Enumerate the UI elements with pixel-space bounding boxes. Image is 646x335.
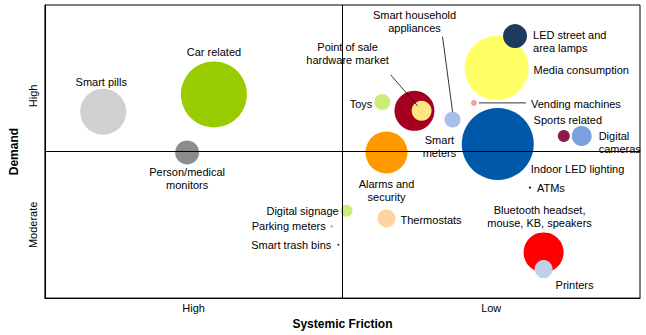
svg-text:Smart: Smart — [425, 134, 454, 146]
svg-text:Bluetooth headset,: Bluetooth headset, — [494, 204, 586, 216]
svg-text:Digital: Digital — [599, 130, 630, 142]
svg-text:Alarms and: Alarms and — [359, 178, 415, 190]
svg-text:Media consumption: Media consumption — [534, 64, 629, 76]
svg-text:LED street and: LED street and — [533, 29, 606, 41]
svg-text:Smart household: Smart household — [373, 9, 456, 21]
svg-text:Toys: Toys — [350, 98, 373, 110]
svg-text:Sports related: Sports related — [534, 114, 602, 126]
svg-text:Vending machines: Vending machines — [531, 98, 621, 110]
svg-text:Printers: Printers — [556, 279, 594, 291]
svg-text:High: High — [27, 85, 39, 108]
svg-text:Smart pills: Smart pills — [76, 76, 128, 88]
svg-text:Moderate: Moderate — [27, 202, 39, 248]
svg-text:Point of sale: Point of sale — [317, 41, 378, 53]
svg-text:area lamps: area lamps — [533, 42, 588, 54]
svg-text:hardware market: hardware market — [306, 54, 389, 66]
svg-text:Low: Low — [481, 302, 501, 314]
svg-text:Systemic Friction: Systemic Friction — [292, 317, 392, 331]
svg-text:cameras: cameras — [599, 143, 642, 155]
svg-text:security: security — [368, 191, 406, 203]
svg-text:High: High — [182, 302, 205, 314]
svg-text:Indoor LED lighting: Indoor LED lighting — [531, 163, 625, 175]
svg-text:Thermostats: Thermostats — [400, 214, 462, 226]
svg-text:monitors: monitors — [166, 179, 209, 191]
svg-text:Demand: Demand — [7, 128, 21, 175]
svg-text:ATMs: ATMs — [537, 182, 565, 194]
svg-text:Person/medical: Person/medical — [149, 166, 225, 178]
svg-text:meters: meters — [423, 147, 457, 159]
svg-text:Digital signage: Digital signage — [266, 205, 338, 217]
svg-text:appliances: appliances — [388, 22, 441, 34]
svg-text:mouse, KB, speakers: mouse, KB, speakers — [487, 217, 592, 229]
svg-text:Car related: Car related — [187, 46, 241, 58]
svg-text:Parking meters: Parking meters — [252, 220, 326, 232]
svg-text:Smart trash bins: Smart trash bins — [251, 239, 332, 251]
